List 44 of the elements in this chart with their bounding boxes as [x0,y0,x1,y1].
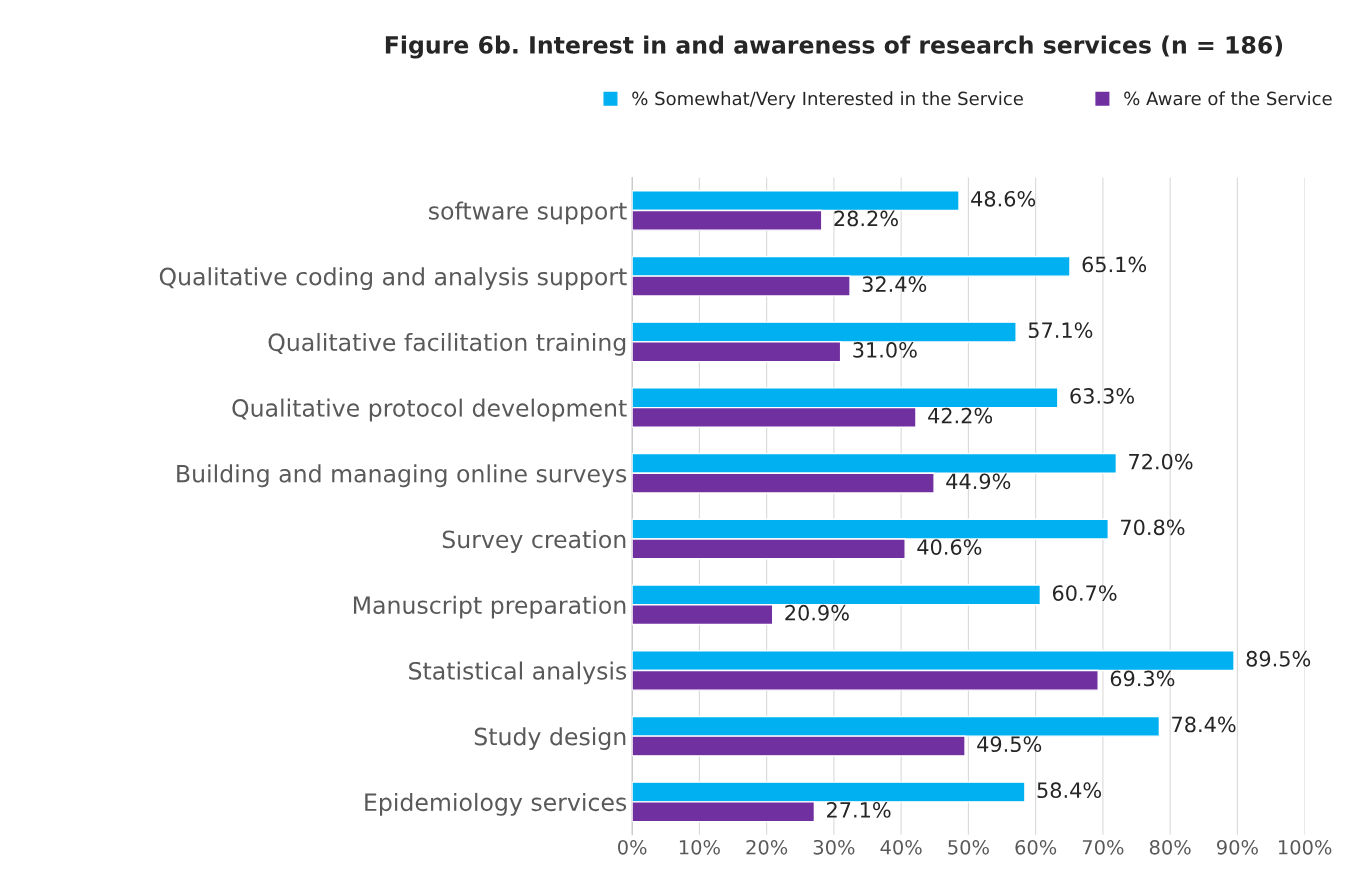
x-tick-label: 80% [1149,839,1191,855]
data-label: 49.5% [977,736,1042,753]
y-tick-label: Qualitative protocol development [232,398,627,422]
x-tick-label: 90% [1217,839,1258,855]
legend-label: % Somewhat/Very Interested in the Service [632,91,1023,109]
data-label: 48.6% [971,190,1036,207]
y-tick-label: Epidemiology services [365,792,627,816]
data-label: 69.3% [1110,670,1175,687]
data-label: 78.4% [1172,716,1236,733]
data-label: 27.1% [827,802,891,818]
data-label: 57.1% [1028,322,1093,339]
y-tick-label: Building and managing online surveys [177,464,627,488]
x-tick-label: 20% [746,839,788,855]
data-label: 42.2% [928,407,993,424]
chart-title: Figure 6b. Interest in and awareness of research services (n = 186) [385,35,1283,59]
x-tick-label: 0% [618,839,647,855]
y-tick-label: software support [429,201,627,225]
x-tick-label: 40% [880,839,922,855]
data-label: 28.2% [834,210,898,227]
x-tick-label: 50% [948,839,989,855]
data-label: 31.0% [853,342,917,358]
x-tick-label: 30% [813,839,855,855]
data-label: 72.0% [1129,453,1193,470]
y-tick-label: Statistical analysis [409,661,627,685]
y-tick-label: Study design [474,727,626,751]
data-label: 63.3% [1070,388,1134,404]
data-label: 20.9% [785,604,849,621]
legend-label: % Aware of the Service [1124,91,1332,106]
x-tick-label: 70% [1082,839,1124,855]
data-label: 44.9% [946,473,1011,490]
x-tick-label: 60% [1015,839,1057,855]
data-label: 65.1% [1082,256,1147,273]
data-label: 60.7% [1052,585,1117,601]
data-label: 32.4% [862,276,927,293]
y-tick-label: Manuscript preparation [353,595,626,619]
x-tick-label: 100% [1278,839,1332,855]
data-label: 70.8% [1121,519,1185,536]
y-tick-label: Qualitative coding and analysis support [159,267,627,291]
data-label: 40.6% [917,539,982,555]
data-label: 89.5% [1246,650,1311,667]
x-tick-label: 10% [679,839,720,855]
data-label: 58.4% [1037,782,1102,799]
y-tick-label: Qualitative facilitation training [268,332,626,356]
y-tick-label: Survey creation [442,530,626,553]
